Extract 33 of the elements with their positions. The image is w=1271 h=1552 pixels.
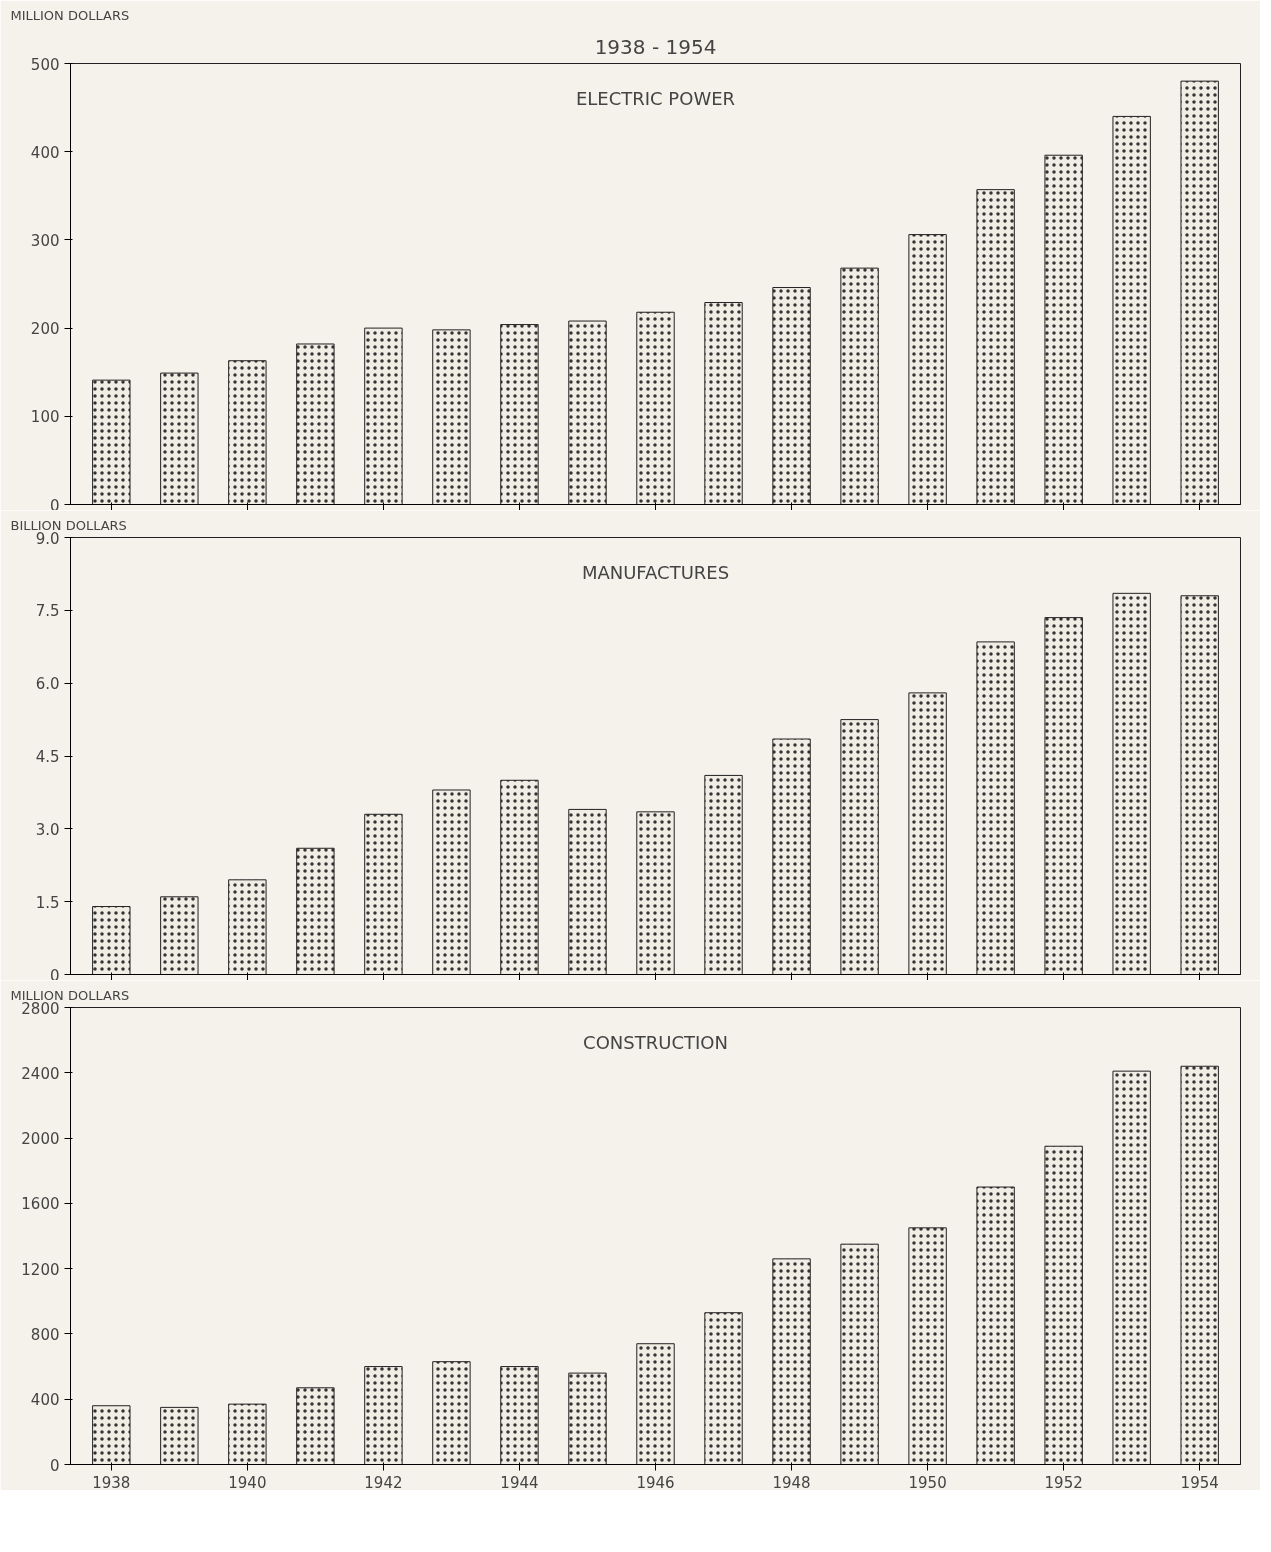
text: CONSTRUCTION [583,1031,728,1053]
y-tick-label: 500 [30,55,60,74]
y-tick-label: 0 [49,1456,60,1475]
text: ELECTRIC POWER [575,87,736,109]
y-tick-label: 6.0 [35,675,60,694]
x-tick-label: 1946 [636,1473,675,1492]
y-tick-label: 0 [49,496,60,515]
y-tick-label: 800 [30,1325,60,1344]
x-tick-label: 1952 [1044,1473,1083,1492]
y-tick-label: 2400 [21,1064,60,1083]
x-tick-label: 1954 [1180,1473,1219,1492]
y-tick-label: 1200 [21,1260,60,1279]
y-tick-label: 200 [30,320,60,339]
y-tick-label: 1600 [21,1195,60,1214]
x-tick-label: 1942 [364,1473,403,1492]
y-tick-label: 400 [30,1391,60,1410]
x-tick-label: 1950 [908,1473,947,1492]
y-tick-label: 3.0 [35,820,60,839]
y-tick-label: 100 [30,408,60,427]
y-tick-label: 7.5 [35,602,60,621]
y-tick-label: 4.5 [35,748,60,766]
y-tick-label: 300 [30,231,60,250]
y-tick-label: 400 [30,143,60,162]
text: 1938 - 1954 [594,34,717,59]
x-tick-label: 1944 [500,1473,539,1492]
y-tick-label: 0 [49,966,60,985]
x-tick-label: 1938 [92,1473,131,1492]
y-axis-title: MILLION DOLLARS [10,7,130,23]
x-tick-label: 1940 [228,1473,267,1492]
text: MANUFACTURES [581,561,730,583]
x-tick-label: 1948 [772,1473,811,1492]
y-tick-label: 1.5 [35,893,60,912]
y-tick-label: 2000 [21,1130,60,1149]
